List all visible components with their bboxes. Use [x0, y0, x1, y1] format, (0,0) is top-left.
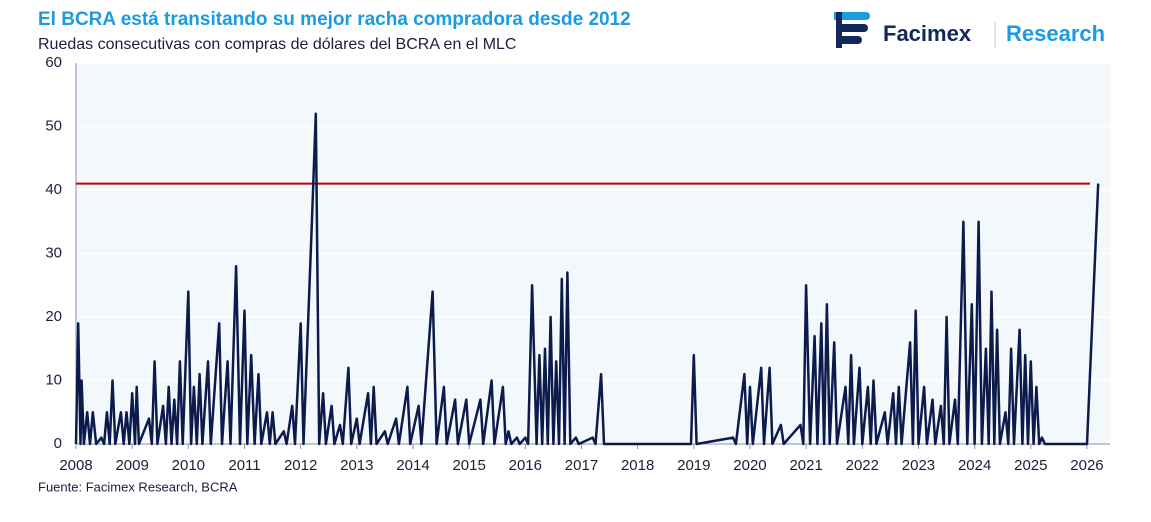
- y-tick-label: 10: [45, 371, 62, 388]
- x-tick-label: 2016: [509, 457, 542, 474]
- x-tick-label: 2009: [115, 457, 148, 474]
- y-tick-label: 50: [45, 117, 62, 134]
- chart-subtitle: Ruedas consecutivas con compras de dólar…: [38, 36, 516, 53]
- x-tick-label: 2017: [565, 457, 598, 474]
- x-tick-label: 2023: [902, 457, 935, 474]
- line-series: [74, 112, 1100, 446]
- brand: Facimex: [883, 21, 972, 46]
- x-tick-label: 2026: [1070, 457, 1103, 474]
- x-tick-label: 2024: [958, 457, 991, 474]
- x-tick-label: 2019: [677, 457, 710, 474]
- x-tick-label: 2008: [59, 457, 92, 474]
- y-tick-label: 60: [45, 54, 62, 71]
- logo-icon: [834, 12, 870, 48]
- x-tick-label: 2025: [1014, 457, 1047, 474]
- y-tick-label: 40: [45, 181, 62, 198]
- y-tick-label: 20: [45, 308, 62, 325]
- x-tick-label: 2020: [733, 457, 766, 474]
- x-tick-label: 2013: [340, 457, 373, 474]
- x-tick-label: 2010: [172, 457, 205, 474]
- x-tick-label: 2012: [284, 457, 317, 474]
- y-tick-label: 0: [54, 435, 62, 452]
- x-tick-label: 2011: [228, 457, 260, 474]
- section: Research: [1006, 21, 1105, 46]
- x-tick-label: 2018: [621, 457, 654, 474]
- source: Fuente: Facimex Research, BCRA: [38, 479, 238, 494]
- x-tick-label: 2015: [452, 457, 485, 474]
- chart-title: El BCRA está transitando su mejor racha …: [38, 9, 631, 30]
- x-tick-label: 2014: [396, 457, 429, 474]
- x-tick-label: 2021: [789, 457, 822, 474]
- x-tick-label: 2022: [846, 457, 879, 474]
- y-tick-label: 30: [45, 244, 62, 261]
